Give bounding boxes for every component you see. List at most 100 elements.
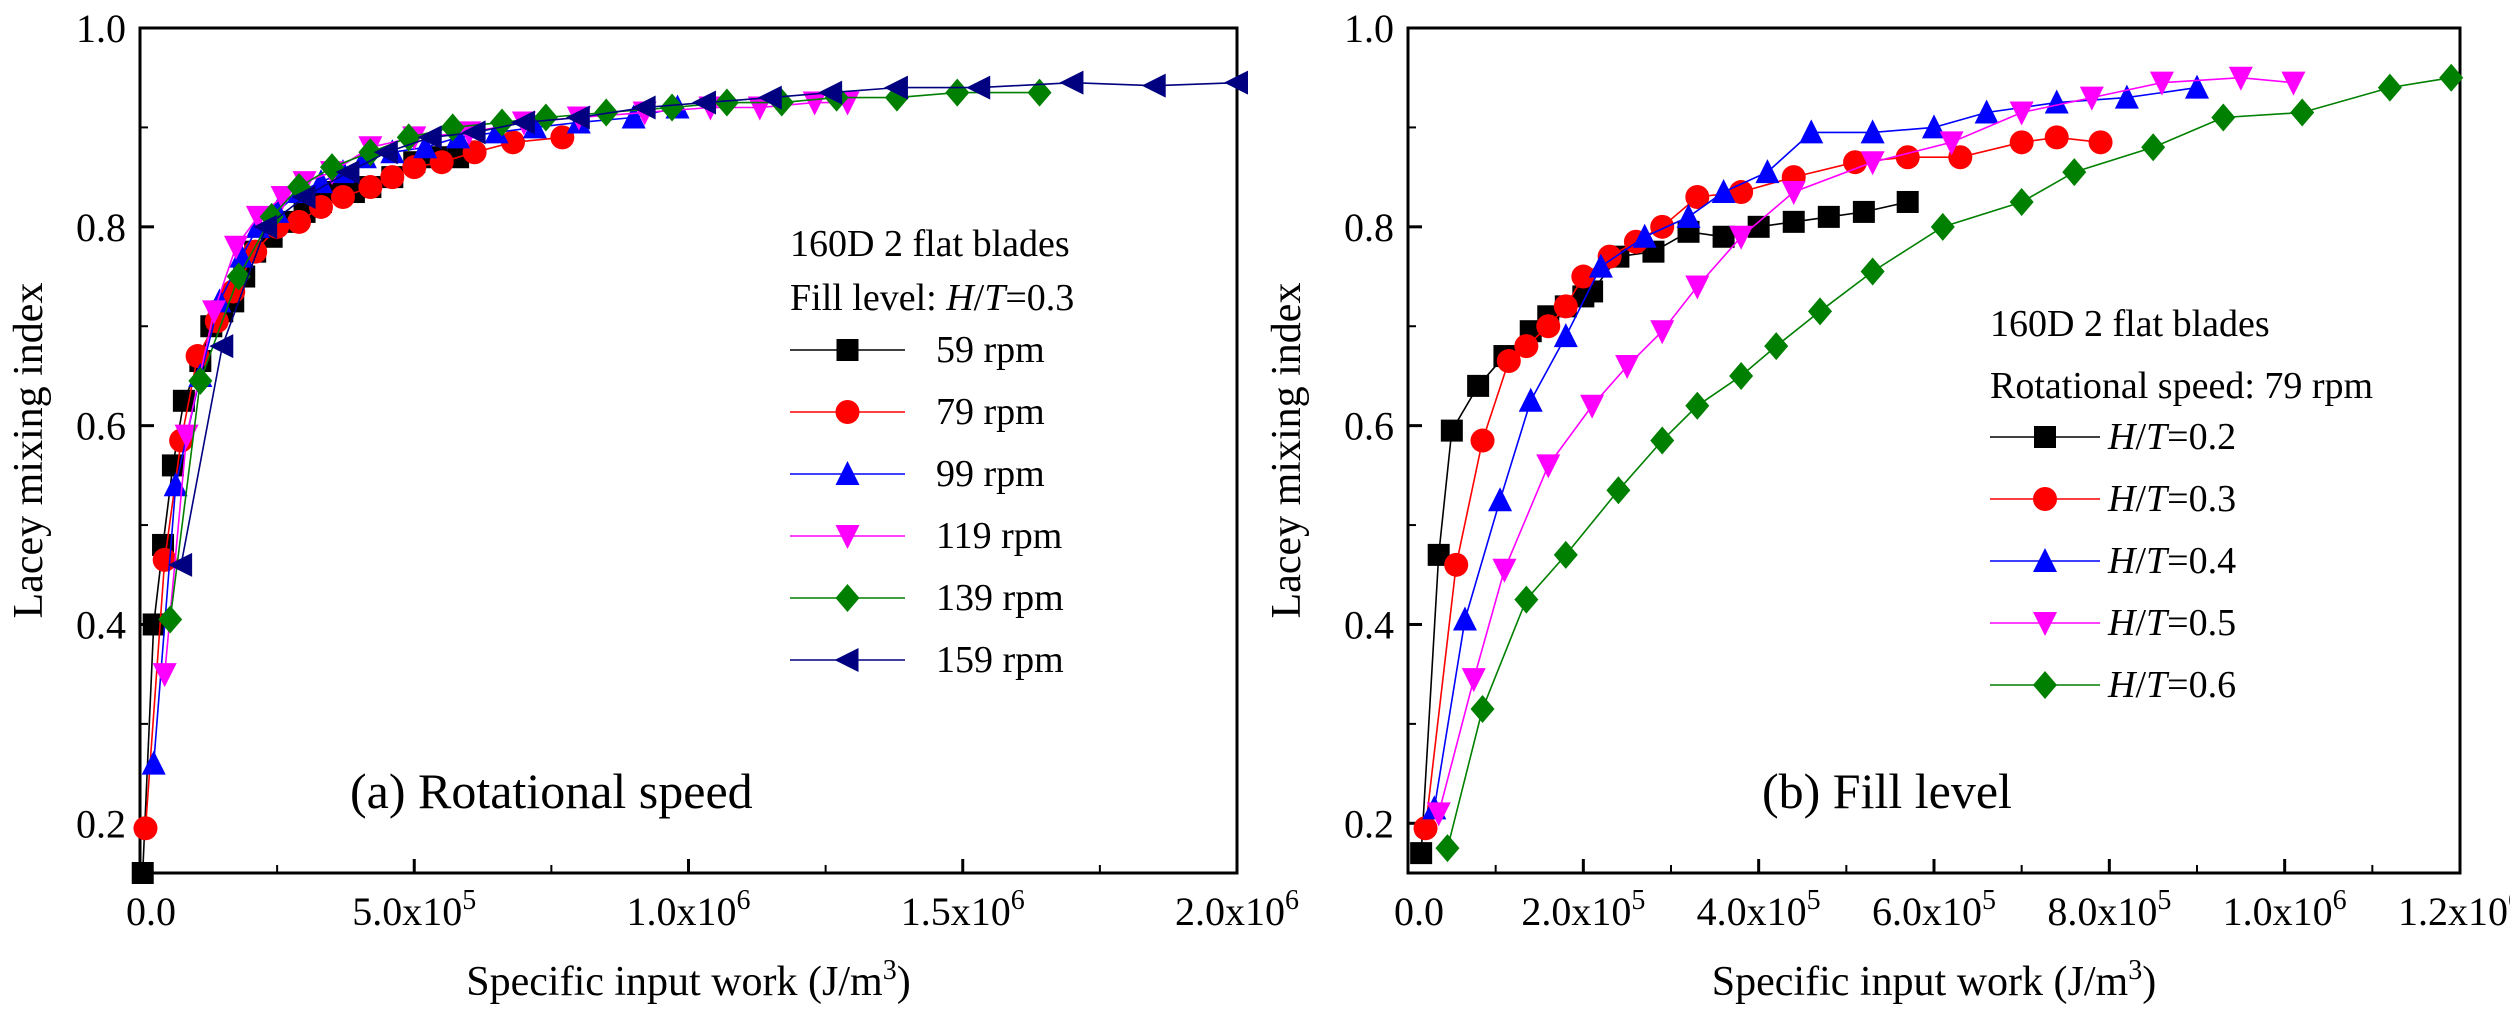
series-h-t-0-2 <box>1410 190 1919 865</box>
x-tick-label: 1.2x106 <box>2398 885 2510 934</box>
x-tick-label: 8.0x105 <box>2047 885 2171 934</box>
data-point <box>1948 145 1973 170</box>
series-139-rpm <box>158 78 1052 634</box>
data-point <box>565 105 590 130</box>
data-point <box>1650 214 1675 239</box>
data-point <box>1711 179 1736 204</box>
data-point <box>1615 355 1640 379</box>
data-point <box>802 91 827 116</box>
data-point <box>631 95 656 120</box>
series-99-rpm <box>141 94 690 775</box>
data-point <box>1553 294 1578 319</box>
data-point <box>1860 257 1885 286</box>
data-point <box>533 103 558 132</box>
legend-label: 119 rpm <box>936 515 1062 557</box>
legend-label: H/T=0.4 <box>2107 540 2236 582</box>
data-point <box>1606 476 1631 505</box>
legend-marker <box>835 461 860 485</box>
data-point <box>2114 84 2139 109</box>
data-point <box>1685 275 1710 300</box>
y-tick-label: 0.2 <box>76 801 126 846</box>
data-point <box>1141 73 1166 98</box>
legend-label: 79 rpm <box>936 391 1045 433</box>
legend-label: H/T=0.6 <box>2107 664 2236 706</box>
data-point <box>2088 130 2113 155</box>
data-point <box>1514 585 1539 614</box>
data-point <box>1492 558 1517 583</box>
data-point <box>461 120 486 145</box>
data-point <box>2439 63 2464 92</box>
data-point <box>188 366 213 395</box>
x-tick-label: 0.0 <box>126 889 176 934</box>
data-point <box>335 160 360 185</box>
data-point <box>1685 185 1710 209</box>
data-point <box>1470 428 1495 453</box>
y-tick-label: 0.4 <box>1344 602 1394 647</box>
legend-label: H/T=0.3 <box>2107 478 2236 520</box>
series-79-rpm <box>133 125 575 841</box>
series-line <box>152 106 678 764</box>
data-point <box>1580 394 1605 419</box>
y-tick-label: 0.6 <box>1344 404 1394 449</box>
data-point <box>1413 816 1438 841</box>
legend-label: H/T=0.5 <box>2107 602 2236 644</box>
data-point <box>1588 253 1613 278</box>
data-point <box>174 424 199 449</box>
data-point <box>1027 78 1052 107</box>
legend-marker <box>835 584 860 612</box>
data-point <box>1461 668 1486 693</box>
y-tick-label: 0.8 <box>1344 205 1394 250</box>
data-point <box>1843 150 1868 175</box>
legend-subheading: Rotational speed: 79 rpm <box>1990 365 2373 407</box>
data-point <box>2149 71 2174 96</box>
data-point <box>2211 103 2236 132</box>
data-point <box>1799 119 1824 144</box>
panel-label: (b) Fill level <box>1762 763 2012 819</box>
data-point <box>714 88 739 117</box>
data-point <box>1895 145 1920 170</box>
data-point <box>1632 223 1657 248</box>
data-point <box>1755 159 1780 184</box>
data-point <box>1712 225 1735 248</box>
x-tick-label: 0.0 <box>1394 889 1444 934</box>
data-point <box>1729 361 1754 390</box>
data-point <box>209 334 234 359</box>
series-line <box>163 101 848 675</box>
data-point <box>1729 225 1754 250</box>
data-point <box>2044 125 2069 150</box>
data-point <box>1781 181 1806 206</box>
x-tick-label: 2.0x105 <box>1521 885 1645 934</box>
data-point <box>2062 158 2087 187</box>
data-point <box>1852 200 1875 223</box>
legend-marker <box>2033 548 2057 572</box>
data-point <box>490 108 515 137</box>
series-line <box>180 81 1238 565</box>
data-point <box>1444 552 1469 577</box>
y-tick-label: 1.0 <box>1344 6 1394 51</box>
data-point <box>1817 205 1840 228</box>
data-point <box>270 186 295 210</box>
data-point <box>2141 133 2166 162</box>
data-point <box>172 389 195 412</box>
data-point <box>1435 834 1460 863</box>
data-point <box>945 78 970 107</box>
legend-marker <box>835 400 860 424</box>
plot-frame <box>1406 26 2462 875</box>
legend-marker <box>2034 426 2056 448</box>
data-point <box>158 605 183 634</box>
series-line <box>1433 86 2198 809</box>
data-point <box>1488 487 1513 512</box>
series-line <box>1446 76 2452 849</box>
x-tick-label: 6.0x105 <box>1872 885 1996 934</box>
legend-label: 159 rpm <box>936 639 1064 681</box>
x-tick-label: 1.5x106 <box>901 885 1025 934</box>
legend-marker <box>835 525 860 549</box>
data-point <box>1782 210 1805 233</box>
legend-marker <box>2033 487 2057 511</box>
data-point <box>1650 426 1675 455</box>
data-point <box>2281 71 2306 96</box>
legend-marker <box>834 648 859 672</box>
data-point <box>1896 190 1919 213</box>
data-point <box>131 862 154 884</box>
